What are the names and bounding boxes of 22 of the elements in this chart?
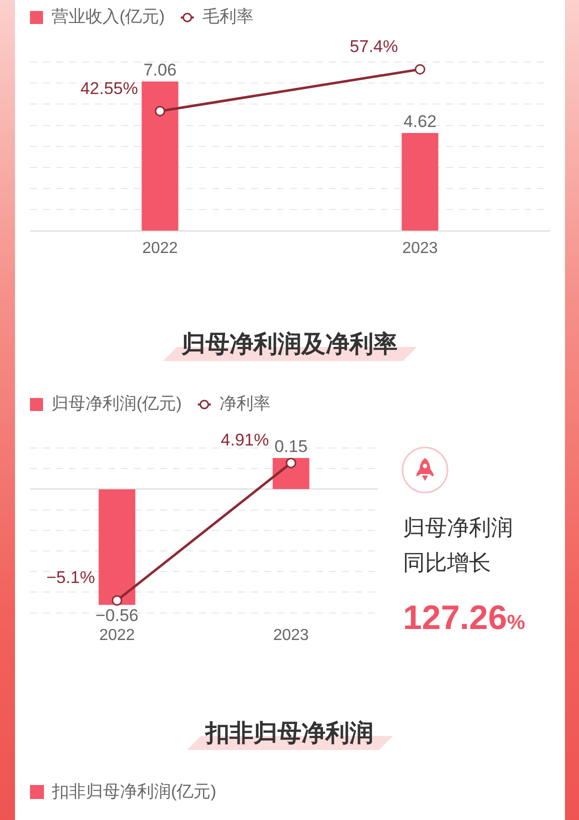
x-tick-label: 2023 xyxy=(273,626,309,644)
text: 扣非归母净利润 xyxy=(206,720,374,747)
legend-label: 归母净利润(亿元) xyxy=(52,394,182,414)
data-label: 4.91% xyxy=(220,430,269,450)
legend-label: 营业收入(亿元) xyxy=(52,7,165,26)
x-tick-label: 2023 xyxy=(402,240,438,257)
data-label: −0.56 xyxy=(95,606,139,626)
data-label: 57.4% xyxy=(350,37,398,56)
legend-label: 毛利率 xyxy=(202,7,254,26)
data-label: 4.62 xyxy=(403,112,437,132)
chart-title: 归母净利润及净利率 xyxy=(182,331,398,358)
x-tick-label: 2022 xyxy=(142,240,178,257)
text: 扣非归母净利润(亿元) xyxy=(52,782,216,802)
data-label: 7.06 xyxy=(143,60,177,80)
text: 同比增长 xyxy=(403,550,491,575)
legend-label: 净利率 xyxy=(219,394,270,414)
x-tick-label: 2022 xyxy=(99,626,135,644)
data-label: 0.15 xyxy=(274,436,308,456)
text: 127.26% xyxy=(403,598,526,637)
text: 归母净利润 xyxy=(403,514,513,540)
data-label: 42.55% xyxy=(80,78,138,98)
data-label: −5.1% xyxy=(46,568,95,588)
